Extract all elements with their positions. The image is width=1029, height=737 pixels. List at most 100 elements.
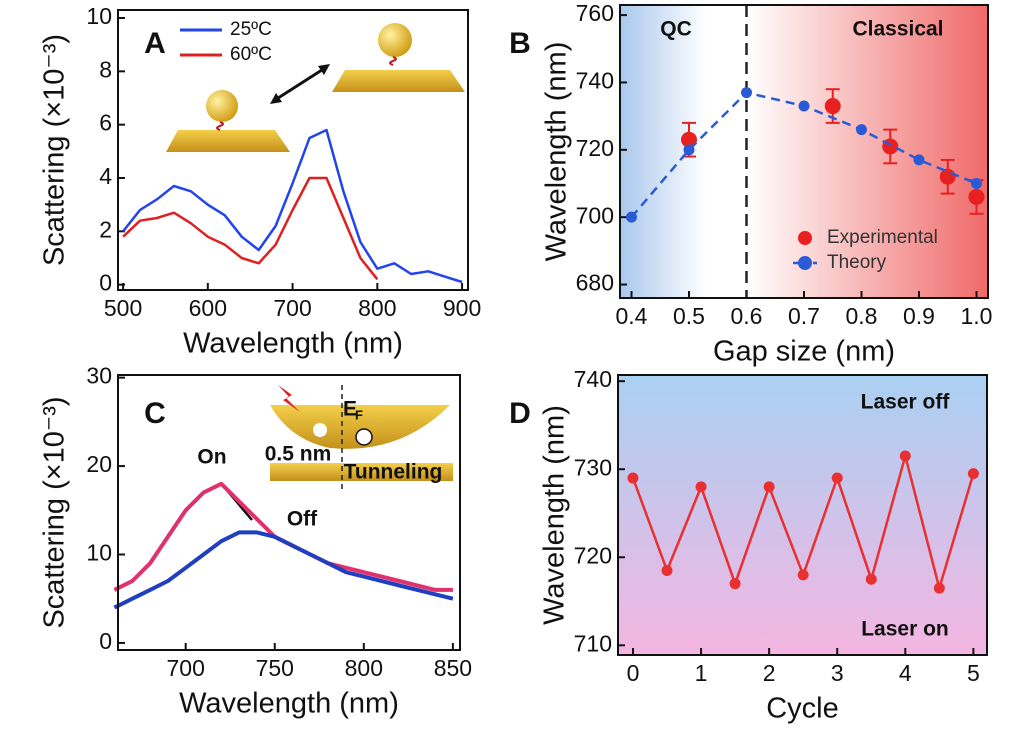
annotation: Off xyxy=(287,508,318,531)
data-point xyxy=(831,472,843,484)
inset-illustration xyxy=(166,23,465,152)
y-axis-label: Scattering (×10⁻³) xyxy=(39,34,71,266)
y-axis-label: Wavelength (nm) xyxy=(541,42,573,262)
x-tick-label: 0.7 xyxy=(788,303,820,329)
panel-label: B xyxy=(509,27,531,60)
panel-label: A xyxy=(144,27,166,60)
data-point xyxy=(967,468,979,480)
y-tick-label: 20 xyxy=(86,451,112,477)
annotation: 0.5 nm xyxy=(265,443,332,466)
y-tick-label: 700 xyxy=(576,202,614,228)
x-tick-label: 0.8 xyxy=(846,303,878,329)
x-axis-label: Wavelength (nm) xyxy=(183,328,403,360)
legend-swatch xyxy=(798,256,812,270)
annotation: Laser on xyxy=(861,618,949,641)
data-point xyxy=(971,177,982,189)
data-point xyxy=(683,144,695,156)
inset-illustration xyxy=(270,385,453,490)
plot-background xyxy=(620,5,988,298)
y-tick-label: 2 xyxy=(99,216,112,242)
data-point xyxy=(729,578,741,590)
series-line xyxy=(122,176,379,281)
y-tick-label: 8 xyxy=(99,56,112,82)
data-point xyxy=(741,87,752,99)
x-tick-label: 700 xyxy=(273,295,311,321)
annotation: Tunneling xyxy=(344,461,443,484)
y-tick-label: 730 xyxy=(574,454,612,480)
annotation: Laser off xyxy=(861,391,951,414)
y-tick-label: 720 xyxy=(574,542,612,568)
x-tick-label: 700 xyxy=(167,655,205,681)
y-tick-label: 30 xyxy=(86,363,112,389)
y-tick-label: 10 xyxy=(86,3,112,29)
data-point xyxy=(939,168,956,185)
data-point xyxy=(899,450,911,462)
plot-background xyxy=(618,375,987,655)
legend-label: 25ºC xyxy=(230,19,272,40)
annotation: F xyxy=(355,407,363,422)
panel-label: D xyxy=(509,397,531,430)
x-tick-label: 800 xyxy=(345,655,383,681)
x-tick-label: 1.0 xyxy=(961,303,993,329)
annotation: E xyxy=(343,398,357,421)
y-tick-label: 740 xyxy=(574,366,612,392)
data-point xyxy=(797,569,809,581)
data-point xyxy=(865,573,877,585)
x-tick-label: 0.6 xyxy=(731,303,763,329)
data-point xyxy=(627,472,639,484)
x-tick-label: 0.5 xyxy=(673,303,705,329)
x-tick-label: 600 xyxy=(189,295,227,321)
annotation: QC xyxy=(660,18,692,41)
y-tick-label: 4 xyxy=(99,163,112,189)
data-point xyxy=(763,481,775,493)
y-axis-label: Scattering (×10⁻³) xyxy=(39,396,71,628)
annotation: On xyxy=(197,446,226,469)
x-tick-label: 2 xyxy=(763,660,776,686)
x-tick-label: 750 xyxy=(256,655,294,681)
y-axis-label: Wavelength (nm) xyxy=(539,405,571,625)
y-tick-label: 740 xyxy=(576,68,614,94)
y-tick-label: 0 xyxy=(99,628,112,654)
data-point xyxy=(798,100,810,112)
x-tick-label: 0.4 xyxy=(616,303,648,329)
panel-label: C xyxy=(144,397,166,430)
y-tick-label: 6 xyxy=(99,110,112,136)
x-tick-label: 500 xyxy=(104,295,142,321)
x-tick-label: 1 xyxy=(695,660,708,686)
data-point xyxy=(695,481,707,493)
series-line xyxy=(113,481,453,592)
y-tick-label: 680 xyxy=(576,270,614,296)
x-tick-label: 4 xyxy=(899,660,912,686)
plot-frame xyxy=(619,4,989,299)
legend-swatch xyxy=(798,231,812,245)
y-tick-label: 710 xyxy=(574,630,612,656)
data-point xyxy=(661,564,673,576)
data-point xyxy=(933,582,945,594)
x-tick-label: 0.9 xyxy=(903,303,935,329)
x-axis-label: Cycle xyxy=(766,693,839,725)
data-point xyxy=(856,124,867,136)
annotation: Classical xyxy=(852,18,943,41)
legend-label: 60ºC xyxy=(230,44,272,65)
x-tick-label: 850 xyxy=(434,655,472,681)
x-tick-label: 0 xyxy=(627,660,640,686)
plot-frame xyxy=(117,9,469,291)
y-tick-label: 720 xyxy=(576,135,614,161)
legend-label: Experimental xyxy=(827,227,938,248)
legend-label: Theory xyxy=(827,252,887,273)
data-point xyxy=(824,98,841,115)
series-line xyxy=(122,128,463,284)
x-tick-label: 5 xyxy=(967,660,980,686)
x-axis-label: Wavelength (nm) xyxy=(179,688,399,720)
plot-frame xyxy=(617,374,988,656)
data-point xyxy=(968,188,985,205)
plot-frame xyxy=(117,374,461,651)
y-tick-label: 760 xyxy=(576,0,614,26)
series-line xyxy=(113,530,454,610)
x-tick-label: 3 xyxy=(831,660,844,686)
y-tick-label: 10 xyxy=(86,540,112,566)
x-tick-label: 900 xyxy=(443,295,481,321)
x-tick-label: 800 xyxy=(358,295,396,321)
data-point xyxy=(626,211,637,223)
